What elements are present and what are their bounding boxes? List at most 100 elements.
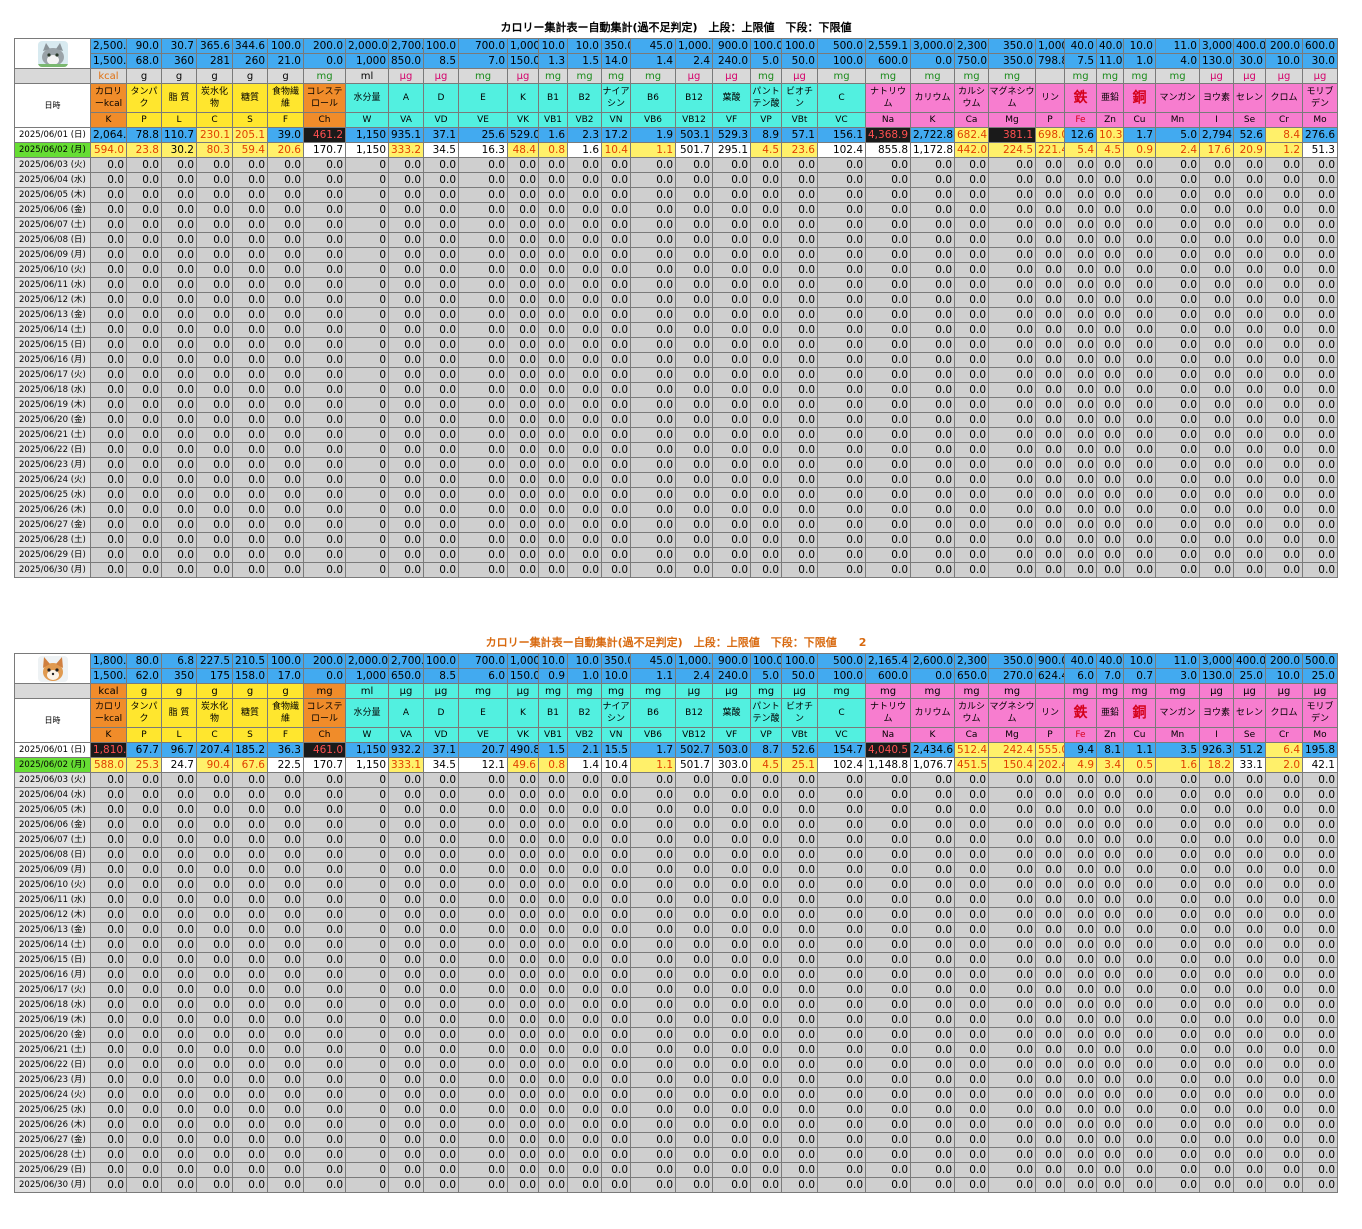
value-cell[interactable]: 0.0 — [423, 1087, 459, 1103]
value-cell[interactable]: 0.0 — [675, 397, 713, 413]
value-cell[interactable]: 0.0 — [954, 487, 989, 503]
value-cell[interactable]: 0.0 — [601, 337, 631, 353]
value-cell[interactable]: 0.0 — [267, 487, 304, 503]
value-cell[interactable]: 36.3 — [267, 742, 304, 758]
value-cell[interactable]: 0.0 — [507, 322, 539, 338]
upper-limit-cell[interactable]: 500.0 — [817, 653, 866, 669]
value-cell[interactable]: 0.0 — [196, 1147, 233, 1163]
value-cell[interactable]: 0.0 — [910, 322, 955, 338]
value-cell[interactable]: 0.0 — [388, 337, 424, 353]
value-cell[interactable]: 0.0 — [1064, 1057, 1097, 1073]
value-cell[interactable]: 0.0 — [1265, 352, 1303, 368]
lower-limit-cell[interactable]: 1,500.0 — [90, 668, 127, 684]
value-cell[interactable]: 0.0 — [196, 982, 233, 998]
value-cell[interactable]: 0.0 — [1199, 952, 1234, 968]
value-cell[interactable]: 0.0 — [458, 1117, 508, 1133]
value-cell[interactable]: 102.4 — [817, 142, 866, 158]
value-cell[interactable]: 0.0 — [954, 772, 989, 788]
value-cell[interactable]: 2,064.0 — [90, 127, 127, 143]
value-cell[interactable]: 0 — [345, 1177, 389, 1193]
lower-limit-cell[interactable]: 7.0 — [1096, 668, 1124, 684]
value-cell[interactable]: 926.3 — [1199, 742, 1234, 758]
value-cell[interactable]: 0.0 — [126, 937, 162, 953]
value-cell[interactable]: 0.0 — [1123, 1057, 1156, 1073]
value-cell[interactable]: 0.0 — [232, 322, 268, 338]
value-cell[interactable]: 0.0 — [1155, 1072, 1200, 1088]
value-cell[interactable]: 0.0 — [232, 787, 268, 803]
value-cell[interactable]: 0.0 — [458, 1072, 508, 1088]
value-cell[interactable]: 0.0 — [538, 427, 568, 443]
value-cell[interactable]: 0.0 — [126, 307, 162, 323]
value-cell[interactable]: 0.0 — [458, 877, 508, 893]
value-cell[interactable]: 0.0 — [458, 547, 508, 563]
value-cell[interactable]: 0.0 — [196, 892, 233, 908]
value-cell[interactable]: 0.0 — [1096, 817, 1124, 833]
value-cell[interactable]: 0.0 — [712, 157, 751, 173]
value-cell[interactable]: 42.1 — [1302, 757, 1338, 773]
value-cell[interactable]: 0.0 — [781, 277, 818, 293]
value-cell[interactable]: 0.0 — [1123, 1177, 1156, 1193]
value-cell[interactable]: 0.0 — [750, 1147, 782, 1163]
value-cell[interactable]: 0.0 — [303, 1102, 346, 1118]
value-cell[interactable]: 0.0 — [303, 1057, 346, 1073]
value-cell[interactable]: 0.0 — [567, 382, 602, 398]
value-cell[interactable]: 0.0 — [630, 172, 676, 188]
value-cell[interactable]: 0.0 — [750, 817, 782, 833]
value-cell[interactable]: 0.0 — [712, 247, 751, 263]
value-cell[interactable]: 170.7 — [303, 142, 346, 158]
value-cell[interactable]: 303.0 — [712, 757, 751, 773]
value-cell[interactable]: 0.0 — [910, 532, 955, 548]
value-cell[interactable]: 52.6 — [1233, 127, 1266, 143]
value-cell[interactable]: 0.0 — [196, 967, 233, 983]
upper-limit-cell[interactable]: 10.0 — [1123, 38, 1156, 54]
value-cell[interactable]: 461.2 — [303, 127, 346, 143]
value-cell[interactable]: 0.0 — [1155, 847, 1200, 863]
value-cell[interactable]: 0.0 — [817, 1042, 866, 1058]
value-cell[interactable]: 195.8 — [1302, 742, 1338, 758]
value-cell[interactable]: 0.0 — [865, 817, 911, 833]
value-cell[interactable]: 0.0 — [232, 1072, 268, 1088]
value-cell[interactable]: 0.0 — [781, 1102, 818, 1118]
value-cell[interactable]: 0.0 — [1155, 787, 1200, 803]
value-cell[interactable]: 0.0 — [232, 232, 268, 248]
value-cell[interactable]: 0.0 — [675, 997, 713, 1013]
value-cell[interactable]: 0.0 — [1123, 562, 1156, 578]
value-cell[interactable]: 67.6 — [232, 757, 268, 773]
value-cell[interactable]: 0.0 — [601, 997, 631, 1013]
value-cell[interactable]: 0.0 — [750, 517, 782, 533]
value-cell[interactable]: 0.0 — [458, 787, 508, 803]
value-cell[interactable]: 0 — [345, 172, 389, 188]
value-cell[interactable]: 0.0 — [1096, 487, 1124, 503]
value-cell[interactable]: 0.0 — [954, 367, 989, 383]
value-cell[interactable]: 0.0 — [1199, 1147, 1234, 1163]
value-cell[interactable]: 0.0 — [267, 802, 304, 818]
lower-limit-cell[interactable]: 150.0 — [507, 668, 539, 684]
lower-limit-cell[interactable]: 1.0 — [1123, 53, 1156, 69]
value-cell[interactable]: 0.0 — [303, 352, 346, 368]
value-cell[interactable]: 0.0 — [1302, 952, 1338, 968]
upper-limit-cell[interactable]: 2,000.0 — [345, 653, 389, 669]
value-cell[interactable]: 0.0 — [865, 1162, 911, 1178]
value-cell[interactable]: 0.0 — [601, 352, 631, 368]
value-cell[interactable]: 0.0 — [423, 307, 459, 323]
value-cell[interactable]: 0.0 — [1233, 427, 1266, 443]
value-cell[interactable]: 0.0 — [865, 427, 911, 443]
value-cell[interactable]: 0.0 — [538, 202, 568, 218]
value-cell[interactable]: 0.0 — [303, 382, 346, 398]
value-cell[interactable]: 0.0 — [630, 1072, 676, 1088]
value-cell[interactable]: 0.0 — [1123, 1147, 1156, 1163]
value-cell[interactable]: 0.0 — [750, 262, 782, 278]
value-cell[interactable]: 0.0 — [232, 427, 268, 443]
upper-limit-cell[interactable]: 45.0 — [630, 38, 676, 54]
value-cell[interactable]: 0.0 — [865, 1072, 911, 1088]
value-cell[interactable]: 0.0 — [1123, 967, 1156, 983]
value-cell[interactable]: 0.0 — [1096, 292, 1124, 308]
value-cell[interactable]: 0.0 — [1199, 217, 1234, 233]
value-cell[interactable]: 0.0 — [1035, 397, 1065, 413]
value-cell[interactable]: 0.0 — [196, 532, 233, 548]
value-cell[interactable]: 0.0 — [988, 442, 1036, 458]
value-cell[interactable]: 0.0 — [1064, 817, 1097, 833]
value-cell[interactable]: 224.5 — [988, 142, 1036, 158]
value-cell[interactable]: 333.2 — [388, 142, 424, 158]
value-cell[interactable]: 0.0 — [507, 292, 539, 308]
